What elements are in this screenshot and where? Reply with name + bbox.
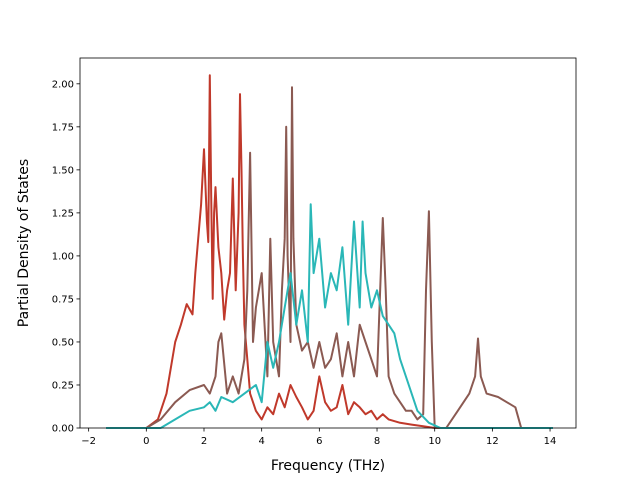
x-tick-label: 2 — [201, 436, 207, 447]
y-tick-label: 1.75 — [52, 122, 74, 133]
axes-frame — [79, 57, 577, 429]
x-axis-ticks: −2 0 2 4 6 8 10 12 14 — [81, 428, 556, 447]
x-tick-label: 0 — [143, 436, 149, 447]
x-tick-label: 14 — [544, 436, 557, 447]
x-tick-label: 8 — [374, 436, 380, 447]
x-tick-label: 10 — [428, 436, 441, 447]
y-tick-label: 1.50 — [52, 165, 74, 176]
x-axis-label: Frequency (THz) — [271, 458, 385, 474]
y-tick-label: 0.50 — [52, 337, 74, 348]
y-tick-label: 2.00 — [52, 79, 74, 90]
y-tick-label: 1.25 — [52, 208, 74, 219]
y-tick-label: 1.00 — [52, 251, 74, 262]
series-line-1 — [106, 74, 553, 429]
x-tick-label: 4 — [258, 436, 264, 447]
y-axis-label: Partial Density of States — [16, 159, 32, 327]
x-tick-label: 12 — [486, 436, 499, 447]
y-tick-label: 0.00 — [52, 424, 74, 435]
y-tick-label: 0.25 — [52, 380, 74, 391]
series-line-3 — [106, 203, 553, 429]
x-tick-label: −2 — [81, 436, 96, 447]
y-axis-ticks: 0.00 0.25 0.50 0.75 1.00 1.25 1.50 1.75 2.00 — [52, 79, 80, 435]
y-tick-label: 0.75 — [52, 294, 74, 305]
x-tick-label: 6 — [316, 436, 322, 447]
